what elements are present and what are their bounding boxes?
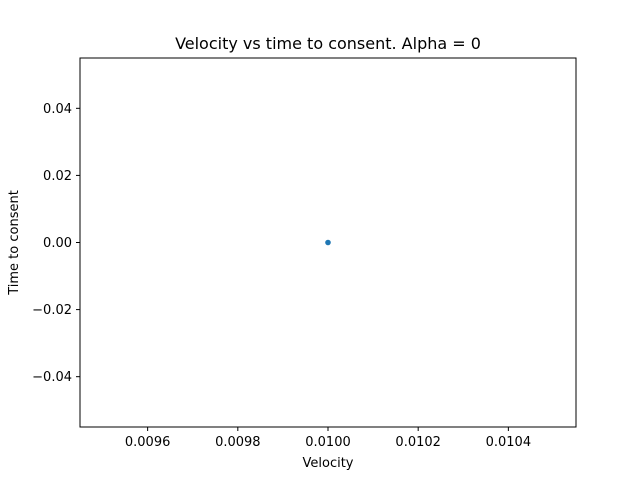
- y-axis-ticks: 0.04 0.02 0.00 −0.02 −0.04: [32, 102, 80, 385]
- x-axis-ticks: 0.0096 0.0098 0.0100 0.0102 0.0104: [125, 427, 531, 450]
- scatter-point: [325, 239, 331, 246]
- axes-frame: [79, 57, 577, 428]
- chart-title: Velocity vs time to consent. Alpha = 0: [175, 34, 481, 53]
- x-tick-label: 0.0104: [486, 435, 532, 450]
- y-tick-label: −0.04: [32, 370, 72, 385]
- x-tick-label: 0.0100: [305, 435, 351, 450]
- y-tick-label: 0.00: [43, 236, 72, 251]
- x-tick-label: 0.0098: [215, 435, 261, 450]
- y-tick-label: −0.02: [32, 303, 72, 318]
- data-points: [325, 239, 331, 246]
- x-tick-label: 0.0096: [125, 435, 171, 450]
- x-tick-label: 0.0102: [395, 435, 441, 450]
- y-tick-label: 0.02: [43, 169, 72, 184]
- y-tick-label: 0.04: [43, 102, 72, 117]
- x-axis-label: Velocity: [303, 456, 354, 471]
- y-axis-label: Time to consent: [7, 190, 22, 296]
